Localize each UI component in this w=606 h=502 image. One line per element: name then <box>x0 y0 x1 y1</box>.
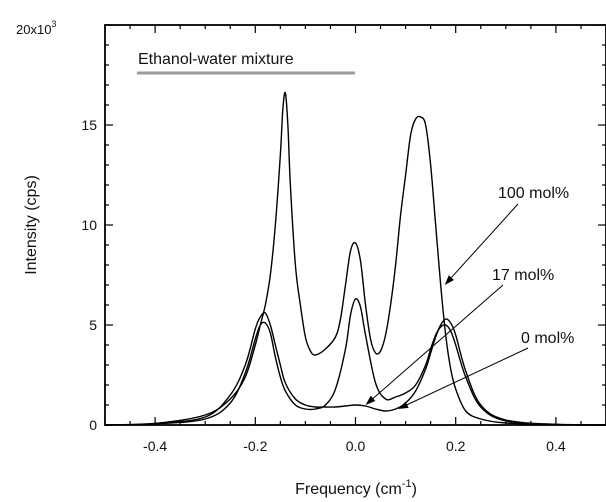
chart-title: Ethanol-water mixture <box>138 51 294 68</box>
series-line-2 <box>104 311 606 426</box>
y-multiplier-exp: 3 <box>51 19 56 29</box>
x-tick-label: -0.4 <box>143 438 167 454</box>
x-axis-title-text: Frequency (cm <box>295 481 402 498</box>
y-multiplier: 20x103 <box>16 19 56 37</box>
x-tick-label: 0.4 <box>546 438 566 454</box>
series-line-1 <box>104 298 606 426</box>
y-axis-title: Intensity (cps) <box>23 175 40 275</box>
plot-frame <box>104 24 606 426</box>
arrow-17-mol <box>372 284 504 399</box>
y-multiplier-base: 20x10 <box>16 22 51 37</box>
label-17-mol: 17 mol% <box>492 267 554 284</box>
y-tick-label: 10 <box>81 217 97 233</box>
x-axis-title: Frequency (cm-1) <box>295 478 417 498</box>
y-tick-label: 15 <box>81 117 97 133</box>
label-100-mol: 100 mol% <box>498 185 569 202</box>
tick-marks <box>104 24 606 426</box>
x-axis-title-suffix: ) <box>412 481 417 498</box>
label-0-mol: 0 mol% <box>521 330 574 347</box>
tick-labels: -0.4 -0.2 0.0 0.2 0.4 0 5 10 15 <box>81 117 565 454</box>
x-tick-label: -0.2 <box>243 438 267 454</box>
arrowhead-100-mol <box>444 275 454 285</box>
series-layer <box>104 91 606 426</box>
arrowhead-0-mol <box>398 401 409 409</box>
arrow-100-mol <box>451 203 519 278</box>
y-tick-label: 5 <box>89 317 97 333</box>
y-tick-label: 0 <box>89 417 97 433</box>
x-tick-label: 0.2 <box>446 438 466 454</box>
arrowhead-17-mol <box>365 395 376 405</box>
x-tick-label: 0.0 <box>346 438 366 454</box>
series-line-0 <box>104 91 606 426</box>
arrow-0-mol <box>406 347 529 406</box>
x-axis-title-sup: -1 <box>402 478 412 490</box>
